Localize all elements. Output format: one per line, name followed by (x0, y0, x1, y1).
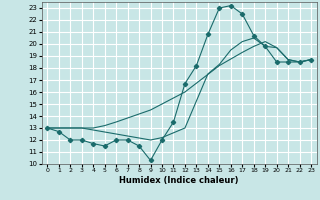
X-axis label: Humidex (Indice chaleur): Humidex (Indice chaleur) (119, 176, 239, 185)
